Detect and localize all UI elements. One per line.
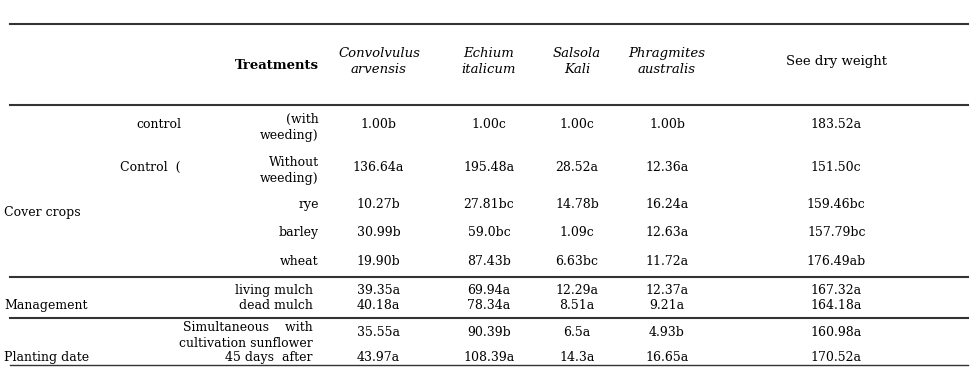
Text: 1.00c: 1.00c (471, 118, 506, 131)
Text: 167.32a: 167.32a (810, 285, 861, 297)
Text: 90.39b: 90.39b (467, 327, 510, 339)
Text: Treatments: Treatments (234, 59, 319, 71)
Text: living mulch: living mulch (234, 285, 313, 297)
Text: 9.21a: 9.21a (649, 299, 684, 311)
Text: barley: barley (278, 226, 319, 239)
Text: 14.78b: 14.78b (555, 198, 598, 211)
Text: 78.34a: 78.34a (467, 299, 510, 311)
Text: 1.00c: 1.00c (559, 118, 594, 131)
Text: 195.48a: 195.48a (463, 161, 514, 174)
Text: 30.99b: 30.99b (357, 226, 400, 239)
Text: 87.43b: 87.43b (467, 255, 510, 267)
Text: 1.09c: 1.09c (559, 226, 594, 239)
Text: 160.98a: 160.98a (810, 327, 861, 339)
Text: wheat: wheat (280, 255, 319, 267)
Text: 11.72a: 11.72a (645, 255, 688, 267)
Text: 16.65a: 16.65a (645, 351, 688, 363)
Text: See dry weight: See dry weight (785, 55, 886, 68)
Text: 45 days  after: 45 days after (226, 351, 313, 363)
Text: 12.36a: 12.36a (645, 161, 688, 174)
Text: 136.64a: 136.64a (353, 161, 404, 174)
Text: Salsola
Kali: Salsola Kali (552, 47, 601, 76)
Text: dead mulch: dead mulch (238, 299, 313, 311)
Text: Without
weeding): Without weeding) (260, 155, 319, 185)
Text: 6.63bc: 6.63bc (555, 255, 598, 267)
Text: 39.35a: 39.35a (357, 285, 400, 297)
Text: 176.49ab: 176.49ab (806, 255, 865, 267)
Text: 8.51a: 8.51a (559, 299, 594, 311)
Text: rye: rye (298, 198, 319, 211)
Text: 183.52a: 183.52a (810, 118, 861, 131)
Text: control: control (136, 118, 181, 131)
Text: (with
weeding): (with weeding) (260, 113, 319, 142)
Text: Control  (: Control ( (120, 161, 181, 174)
Text: 12.63a: 12.63a (645, 226, 688, 239)
Text: 151.50c: 151.50c (810, 161, 861, 174)
Text: 27.81bc: 27.81bc (463, 198, 514, 211)
Text: 159.46bc: 159.46bc (806, 198, 865, 211)
Text: Planting date: Planting date (4, 351, 89, 363)
Text: Convolvulus
arvensis: Convolvulus arvensis (338, 47, 419, 76)
Text: 59.0bc: 59.0bc (467, 226, 510, 239)
Text: Phragmites
australis: Phragmites australis (628, 47, 704, 76)
Text: 170.52a: 170.52a (810, 351, 861, 363)
Text: 43.97a: 43.97a (357, 351, 400, 363)
Text: 12.29a: 12.29a (555, 285, 598, 297)
Text: 14.3a: 14.3a (559, 351, 594, 363)
Text: 157.79bc: 157.79bc (806, 226, 865, 239)
Text: 10.27b: 10.27b (357, 198, 400, 211)
Text: Management: Management (4, 299, 87, 311)
Text: Simultaneous    with
cultivation sunflower: Simultaneous with cultivation sunflower (179, 321, 313, 350)
Text: 1.00b: 1.00b (649, 118, 684, 131)
Text: 28.52a: 28.52a (555, 161, 598, 174)
Text: 40.18a: 40.18a (357, 299, 400, 311)
Text: Echium
italicum: Echium italicum (461, 47, 516, 76)
Text: 6.5a: 6.5a (563, 327, 590, 339)
Text: 19.90b: 19.90b (357, 255, 400, 267)
Text: 164.18a: 164.18a (810, 299, 861, 311)
Text: 12.37a: 12.37a (645, 285, 688, 297)
Text: 69.94a: 69.94a (467, 285, 510, 297)
Text: 35.55a: 35.55a (357, 327, 400, 339)
Text: 16.24a: 16.24a (645, 198, 688, 211)
Text: 108.39a: 108.39a (463, 351, 514, 363)
Text: 4.93b: 4.93b (649, 327, 684, 339)
Text: 1.00b: 1.00b (361, 118, 396, 131)
Text: Cover crops: Cover crops (4, 206, 80, 218)
